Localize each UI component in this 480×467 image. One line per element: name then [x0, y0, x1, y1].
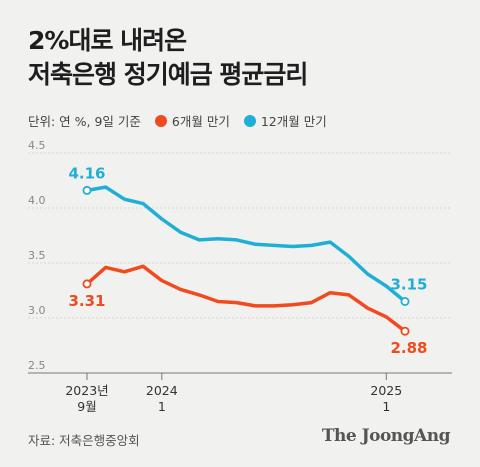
source-note: 자료: 저축은행중앙회: [28, 433, 140, 448]
data-point-marker: [400, 326, 410, 336]
brand-logo: The JoongAng: [321, 426, 451, 446]
data-point-marker: [82, 279, 92, 289]
x-tick-label: 2023년: [65, 383, 108, 398]
title-line-2: 저축은행 정기예금 평균금리: [28, 60, 308, 89]
x-tick-label: 9월: [77, 399, 96, 414]
legend: 단위: 연 %, 9일 기준 6개월 만기 12개월 만기: [28, 111, 460, 130]
y-tick-label: 3.5: [28, 249, 46, 262]
series-line: [85, 185, 407, 304]
data-label-end: 2.88: [390, 339, 427, 357]
legend-label-12m: 12개월 만기: [260, 114, 327, 129]
data-labels: 4.16 3.15 3.31 2.88: [68, 164, 427, 357]
data-label-end: 3.15: [390, 276, 427, 294]
title-line-1: 2%대로 내려온: [28, 26, 187, 55]
x-tick-label: 2025: [370, 383, 402, 398]
series-line: [85, 264, 407, 333]
x-tick-label: 2024: [146, 383, 178, 398]
data-point-marker: [82, 185, 92, 195]
data-label-start: 4.16: [68, 164, 105, 182]
series-lines: [85, 185, 407, 333]
y-tick-label: 2.5: [28, 359, 46, 372]
legend-item-6m: 6개월 만기: [154, 111, 230, 130]
data-label-start: 3.31: [68, 292, 105, 310]
y-tick-label: 4.5: [28, 139, 46, 152]
unit-note: 단위: 연 %, 9일 기준: [28, 114, 141, 129]
data-point-marker: [400, 296, 410, 306]
legend-swatch-12m: [243, 114, 256, 127]
legend-item-12m: 12개월 만기: [243, 111, 327, 130]
series-markers: [82, 185, 410, 336]
y-tick-label: 4.0: [28, 194, 46, 207]
y-tick-labels: 4.5 4.0 3.5 3.0 2.5: [28, 139, 46, 372]
gridlines: [28, 152, 452, 374]
chart-title: 2%대로 내려온 저축은행 정기예금 평균금리: [28, 24, 308, 92]
x-tick-label: 1: [158, 399, 166, 414]
x-tick-label: 1: [382, 399, 390, 414]
y-tick-label: 3.0: [28, 304, 46, 317]
legend-label-6m: 6개월 만기: [171, 114, 230, 129]
legend-swatch-6m: [154, 114, 167, 127]
